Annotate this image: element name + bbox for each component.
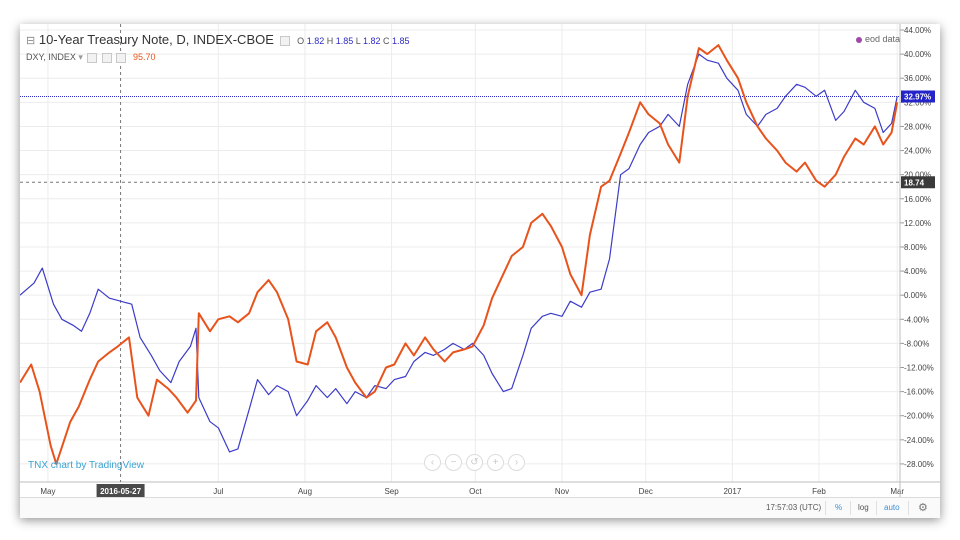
y-tick-label: 20.00% [904, 171, 931, 180]
y-tick-label: 12.00% [904, 219, 931, 228]
price-badge-label: 18.74 [904, 178, 925, 187]
divider [876, 501, 877, 515]
divider [850, 501, 851, 515]
x-tick-label: Sep [384, 487, 399, 496]
x-tick-label: Aug [298, 487, 312, 496]
y-tick-label: -24.00% [904, 436, 934, 445]
eye-icon[interactable] [87, 52, 98, 63]
percent-scale-toggle[interactable]: % [835, 503, 843, 512]
x-tick-label: May [40, 487, 55, 496]
price-badge [901, 176, 935, 189]
ohlc-low-label: L [355, 36, 361, 46]
x-tick-label: Mar [890, 487, 904, 496]
y-tick-label: -16.00% [904, 388, 934, 397]
ohlc-open-label: O [297, 36, 305, 46]
crosshair-date-badge [96, 484, 145, 497]
chart-legend-compare: DXY, INDEX ▾ 95.70 [26, 52, 156, 63]
ohlc-open-value: 1.82 [306, 36, 325, 46]
tradingview-watermark[interactable]: TNX chart by TradingView [28, 460, 144, 471]
eod-dot-icon [855, 36, 862, 43]
x-tick-label: Jul [213, 487, 223, 496]
price-badge [901, 90, 935, 103]
chart-title: 10-Year Treasury Note, D, INDEX-CBOE [38, 32, 274, 47]
y-tick-label: 44.00% [904, 26, 931, 35]
y-tick-label: -12.00% [904, 364, 934, 373]
y-tick-label: 28.00% [904, 122, 931, 131]
collapse-icon[interactable]: ⊟ [26, 35, 36, 47]
y-tick-label: 24.00% [904, 147, 931, 156]
divider [908, 501, 909, 515]
y-tick-label: -28.00% [904, 460, 934, 469]
chevron-left-icon[interactable]: ‹ [424, 454, 441, 471]
settings-icon-compare[interactable] [101, 52, 112, 63]
gear-icon[interactable]: ⚙ [918, 502, 928, 514]
zoom-out-icon[interactable]: − [445, 454, 462, 471]
zoom-in-icon[interactable]: + [487, 454, 504, 471]
y-tick-label: 32.00% [904, 98, 931, 107]
chart-nav-buttons: ‹ − ↺ + › [424, 452, 529, 471]
x-tick-label: Oct [469, 487, 482, 496]
ohlc-low-value: 1.82 [362, 36, 381, 46]
series-line-dxy[interactable] [20, 44, 899, 465]
y-tick-label: 40.00% [904, 50, 931, 59]
chart-svg[interactable]: -28.00% -24.00% -20.00% -16.00% -12.00% -8.00… [20, 24, 940, 517]
log-scale-toggle[interactable]: log [858, 503, 869, 512]
compare-symbol: DXY, INDEX [26, 52, 76, 62]
divider [825, 501, 826, 515]
ohlc-high-value: 1.85 [335, 36, 354, 46]
bottom-toolbar: 17:57:03 (UTC) % log auto ⚙ [20, 497, 940, 518]
eod-data-badge: eod data [855, 34, 900, 44]
y-tick-label: -4.00% [904, 315, 929, 324]
ohlc-close-value: 1.85 [392, 36, 410, 46]
ohlc-values: O 1.82 H 1.85 L 1.82 C 1.85 [297, 36, 409, 46]
crosshair-date-label: 2016-05-27 [100, 487, 141, 496]
x-tick-label: Dec [639, 487, 653, 496]
close-icon[interactable] [116, 52, 127, 63]
chevron-right-icon[interactable]: › [508, 454, 525, 471]
chart-legend-main: ⊟ 10-Year Treasury Note, D, INDEX-CBOE O… [26, 32, 410, 47]
eod-label: eod data [864, 34, 900, 44]
y-tick-label: 16.00% [904, 195, 931, 204]
y-tick-label: 0.00% [904, 291, 927, 300]
chart-frame: -28.00% -24.00% -20.00% -16.00% -12.00% -8.00… [20, 24, 940, 518]
series-line-tnx[interactable] [20, 53, 898, 453]
chevron-down-icon[interactable]: ▾ [78, 52, 83, 62]
y-tick-label: 4.00% [904, 267, 927, 276]
compare-value: 95.70 [132, 52, 156, 62]
auto-scale-toggle[interactable]: auto [884, 503, 900, 512]
x-tick-label: 2017 [723, 487, 741, 496]
clock-time: 17:57:03 (UTC) [766, 503, 822, 512]
ohlc-close-label: C [383, 36, 390, 46]
y-tick-label: 8.00% [904, 243, 927, 252]
reset-icon[interactable]: ↺ [466, 454, 483, 471]
price-badge-label: 32.97% [904, 92, 931, 101]
x-tick-label: Feb [812, 487, 826, 496]
ohlc-high-label: H [326, 36, 334, 46]
settings-icon[interactable] [279, 35, 290, 46]
y-tick-label: -20.00% [904, 412, 934, 421]
y-tick-label: 36.00% [904, 74, 931, 83]
y-tick-label: -8.00% [904, 339, 929, 348]
x-tick-label: Nov [555, 487, 569, 496]
